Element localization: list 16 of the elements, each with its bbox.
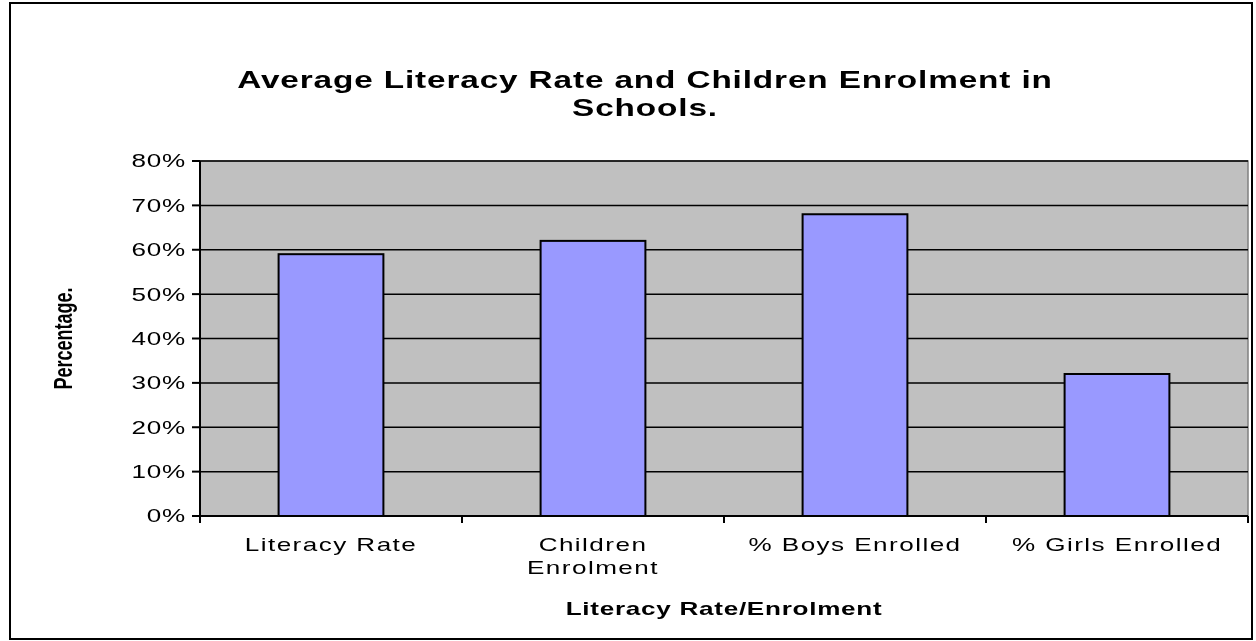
y-tick-label: 50% bbox=[131, 284, 186, 305]
y-tick-label: 0% bbox=[146, 505, 186, 527]
y-tick-label: 60% bbox=[131, 239, 186, 260]
x-tick-label: Children Enrolment bbox=[527, 534, 659, 579]
y-tick-label: 80% bbox=[131, 150, 186, 172]
y-tick-label: 10% bbox=[131, 461, 186, 482]
x-tick-label: % Girls Enrolled bbox=[1011, 534, 1223, 556]
x-tick-label: Literacy Rate bbox=[244, 534, 418, 556]
chart-title: Average Literacy Rate and Children Enrolment in Schools. bbox=[237, 67, 1053, 121]
x-tick-label: % Boys Enrolled bbox=[748, 534, 962, 556]
y-tick-label: 40% bbox=[131, 328, 186, 349]
y-tick-label: 70% bbox=[131, 195, 186, 216]
y-tick-label: 30% bbox=[131, 372, 186, 393]
x-axis-title: Literacy Rate/Enrolment bbox=[565, 598, 883, 620]
y-tick-label: 20% bbox=[131, 417, 186, 438]
y-axis-title: Percentage. bbox=[48, 287, 78, 390]
